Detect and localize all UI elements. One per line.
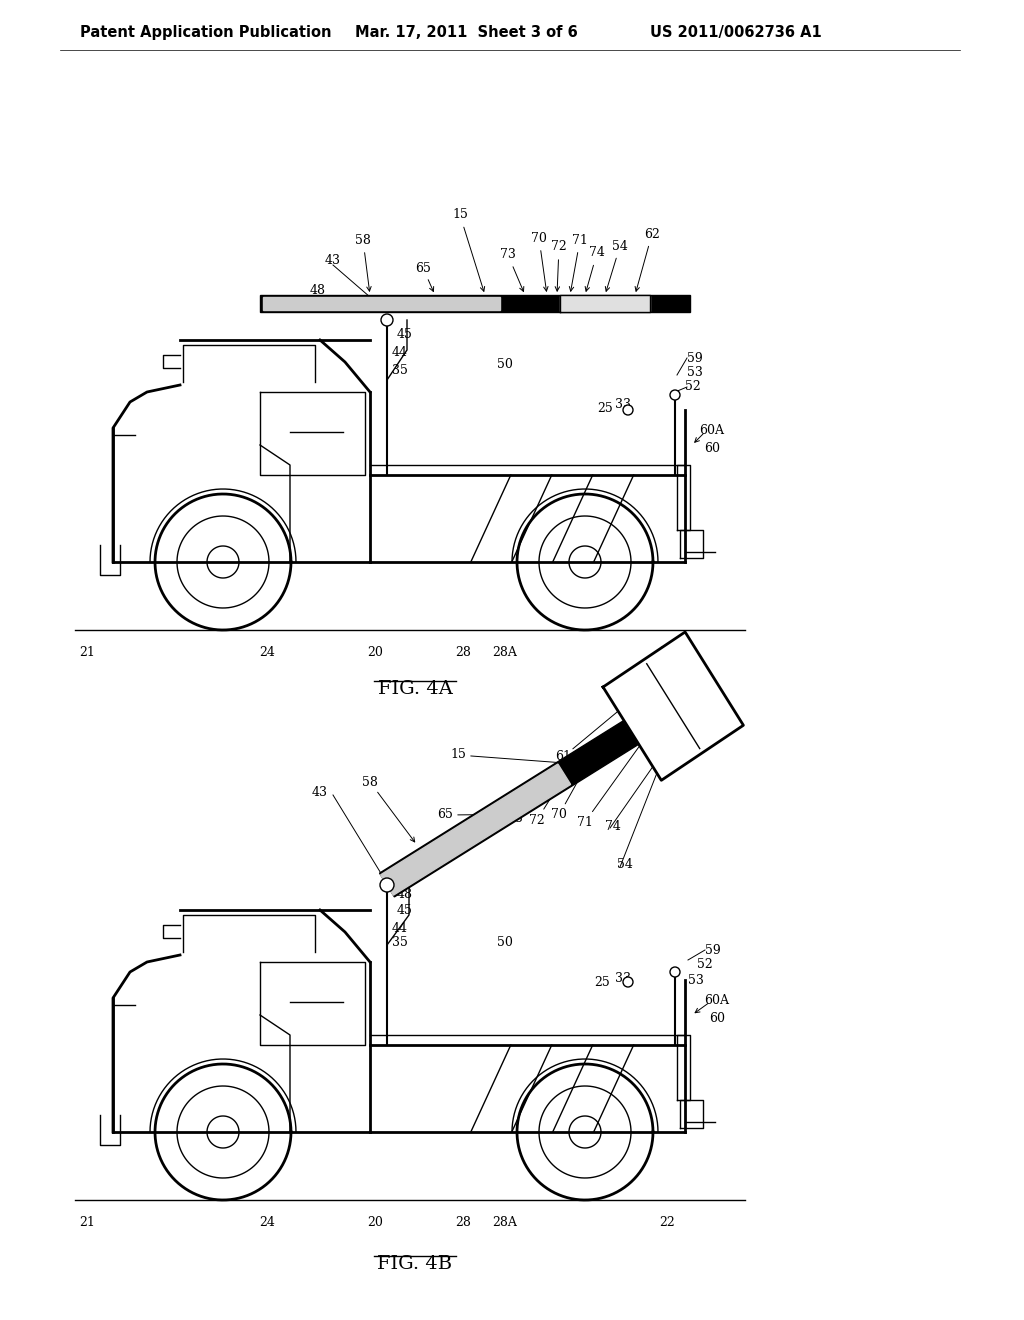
Text: 65: 65 (415, 261, 431, 275)
Text: 60: 60 (709, 1011, 725, 1024)
Text: 45: 45 (397, 329, 413, 342)
Circle shape (623, 405, 633, 414)
Text: 22: 22 (659, 645, 675, 659)
Text: 70: 70 (551, 808, 567, 821)
Circle shape (670, 968, 680, 977)
Text: 60: 60 (705, 441, 720, 454)
Circle shape (381, 314, 393, 326)
Circle shape (623, 977, 633, 987)
Text: 73: 73 (500, 248, 516, 261)
Text: 33: 33 (615, 399, 631, 412)
Text: 72: 72 (551, 240, 567, 253)
Text: 71: 71 (578, 816, 593, 829)
Text: 65: 65 (437, 808, 453, 821)
Text: 70: 70 (531, 231, 547, 244)
Text: 62: 62 (644, 227, 659, 240)
Text: 24: 24 (259, 645, 274, 659)
Text: 28A: 28A (493, 1216, 517, 1229)
Text: 44: 44 (392, 921, 408, 935)
Text: 21: 21 (79, 645, 95, 659)
Text: 28A: 28A (493, 645, 517, 659)
Text: 15: 15 (451, 748, 466, 762)
Text: 54: 54 (617, 858, 633, 871)
Text: 43: 43 (325, 253, 341, 267)
Text: FIG. 4B: FIG. 4B (378, 1255, 453, 1272)
Text: 20: 20 (367, 645, 383, 659)
Text: 58: 58 (362, 776, 378, 788)
Polygon shape (260, 294, 690, 312)
Text: 28: 28 (455, 645, 471, 659)
Circle shape (670, 389, 680, 400)
Polygon shape (381, 764, 570, 895)
Text: 28: 28 (455, 1216, 471, 1229)
Text: 72: 72 (529, 813, 545, 826)
Text: 15: 15 (452, 209, 468, 222)
Polygon shape (560, 296, 650, 312)
Text: 24: 24 (259, 1216, 274, 1229)
Text: Mar. 17, 2011  Sheet 3 of 6: Mar. 17, 2011 Sheet 3 of 6 (355, 25, 578, 40)
Text: 35: 35 (392, 363, 408, 376)
Polygon shape (380, 672, 717, 896)
Text: 22: 22 (659, 1216, 675, 1229)
Text: 74: 74 (605, 820, 621, 833)
Text: 45: 45 (397, 903, 413, 916)
Text: 35: 35 (392, 936, 408, 949)
Text: 53: 53 (687, 366, 702, 379)
Text: 52: 52 (697, 958, 713, 972)
Text: 53: 53 (688, 974, 703, 986)
Text: 74: 74 (589, 247, 605, 260)
Text: 52: 52 (685, 380, 700, 393)
Polygon shape (603, 632, 743, 780)
Circle shape (380, 878, 394, 892)
Text: 25: 25 (597, 401, 613, 414)
Text: 48: 48 (397, 888, 413, 902)
Text: 33: 33 (615, 972, 631, 985)
Text: 60A: 60A (705, 994, 729, 1006)
Text: US 2011/0062736 A1: US 2011/0062736 A1 (650, 25, 821, 40)
Text: 71: 71 (572, 234, 588, 247)
Text: 60A: 60A (699, 424, 725, 437)
Text: 25: 25 (594, 975, 610, 989)
Text: 21: 21 (79, 1216, 95, 1229)
Text: 59: 59 (706, 944, 721, 957)
Text: 58: 58 (355, 234, 371, 247)
Text: 20: 20 (367, 1216, 383, 1229)
Text: 54: 54 (612, 239, 628, 252)
Text: 50: 50 (497, 936, 513, 949)
Text: 43: 43 (312, 785, 328, 799)
Text: 48: 48 (310, 284, 326, 297)
Text: 50: 50 (497, 359, 513, 371)
Text: 61: 61 (555, 751, 571, 763)
Polygon shape (263, 297, 500, 310)
Text: 59: 59 (687, 351, 702, 364)
Text: Patent Application Publication: Patent Application Publication (80, 25, 332, 40)
Text: 73: 73 (507, 812, 523, 825)
Text: 44: 44 (392, 346, 408, 359)
Text: FIG. 4A: FIG. 4A (378, 680, 453, 698)
